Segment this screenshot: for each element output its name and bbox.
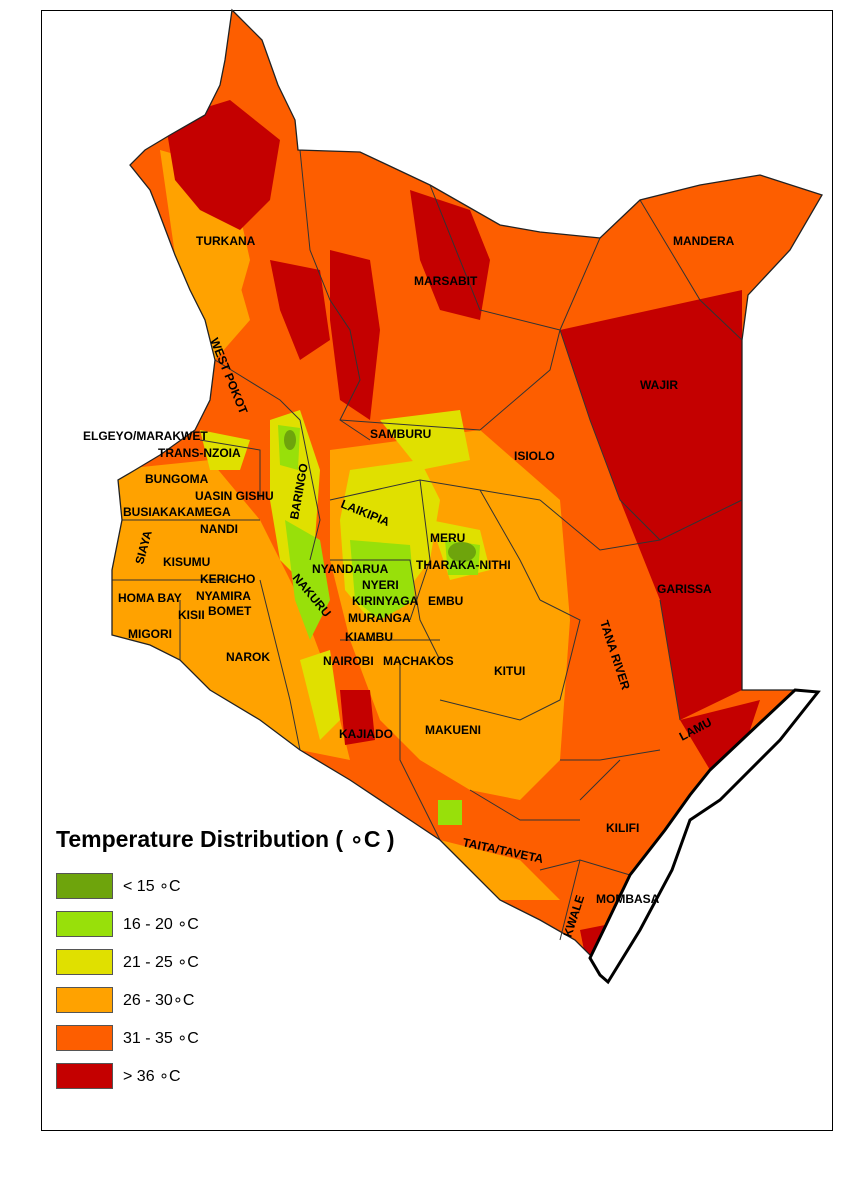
label-turkana: TURKANA — [196, 234, 256, 248]
label-nyamira: NYAMIRA — [196, 589, 251, 603]
label-machakos: MACHAKOS — [383, 654, 454, 668]
label-garissa: GARISSA — [657, 582, 712, 596]
zone-21-25-trans-nzoia — [200, 430, 250, 470]
legend-swatch — [56, 873, 113, 899]
legend-title: Temperature Distribution ( ∘C ) — [56, 826, 395, 852]
label-kirinyaga: KIRINYAGA — [352, 594, 419, 608]
legend-label: 21 - 25 ∘C — [123, 954, 199, 971]
label-kajiado: KAJIADO — [339, 727, 393, 741]
legend: Temperature Distribution ( ∘C ) < 15 ∘C … — [56, 826, 395, 1095]
zone-below-15-mt-kenya — [448, 542, 476, 562]
zone-21-25-nairobi — [300, 650, 340, 740]
label-kisii: KISII — [178, 608, 205, 622]
legend-item: 16 - 20 ∘C — [56, 905, 395, 943]
label-bomet: BOMET — [208, 604, 252, 618]
label-migori: MIGORI — [128, 627, 172, 641]
label-wajir: WAJIR — [640, 378, 678, 392]
label-kericho: KERICHO — [200, 572, 255, 586]
coast-boundary — [588, 688, 821, 985]
zone-above-36-kajiado — [340, 690, 375, 745]
legend-label: 31 - 35 ∘C — [123, 1030, 199, 1047]
label-muranga: MURANGA — [348, 611, 411, 625]
label-busia: BUSIA — [123, 505, 161, 519]
zone-16-20-nakuru — [285, 520, 330, 640]
zone-above-36-east — [560, 290, 742, 720]
label-mandera: MANDERA — [673, 234, 735, 248]
label-isiolo: ISIOLO — [514, 449, 555, 463]
legend-item: 31 - 35 ∘C — [56, 1019, 395, 1057]
label-mombasa: MOMBASA — [596, 892, 660, 906]
zone-26-30-taita — [440, 840, 560, 900]
label-embu: EMBU — [428, 594, 463, 608]
legend-item: 26 - 30∘C — [56, 981, 395, 1019]
county-boundaries — [112, 149, 743, 941]
label-meru: MERU — [430, 531, 465, 545]
zone-above-36-marsabit — [410, 190, 490, 320]
zone-26-30-west — [112, 460, 350, 760]
label-marsabit: MARSABIT — [414, 274, 478, 288]
zone-26-30-turkana-south — [190, 250, 250, 360]
label-kisumu: KISUMU — [163, 555, 210, 569]
legend-swatch — [56, 1025, 113, 1051]
legend-item: 21 - 25 ∘C — [56, 943, 395, 981]
zone-above-36-kerio — [270, 260, 330, 360]
label-trans-nzoia: TRANS-NZOIA — [158, 446, 241, 460]
legend-label: 26 - 30∘C — [123, 992, 195, 1009]
legend-item: > 36 ∘C — [56, 1057, 395, 1095]
label-nyeri: NYERI — [362, 578, 399, 592]
label-homa-bay: HOMA BAY — [118, 591, 182, 605]
zone-21-25-samburu — [380, 410, 470, 470]
label-nairobi: NAIROBI — [323, 654, 374, 668]
label-narok: NAROK — [226, 650, 270, 664]
label-nyandarua: NYANDARUA — [312, 562, 389, 576]
label-kitui: KITUI — [494, 664, 525, 678]
label-elgeyo-marakwet: ELGEYO/MARAKWET — [83, 429, 208, 443]
temperature-zones — [112, 100, 760, 960]
label-kakamega: KAKAMEGA — [160, 505, 231, 519]
label-nandi: NANDI — [200, 522, 238, 536]
label-makueni: MAKUENI — [425, 723, 481, 737]
zone-below-15-baringo — [284, 430, 296, 450]
label-tharaka-nithi: THARAKA-NITHI — [416, 558, 511, 572]
legend-swatch — [56, 1063, 113, 1089]
label-uasin-gishu: UASIN GISHU — [195, 489, 274, 503]
label-bungoma: BUNGOMA — [145, 472, 209, 486]
legend-label: 16 - 20 ∘C — [123, 916, 199, 933]
legend-label: < 15 ∘C — [123, 878, 181, 895]
label-samburu: SAMBURU — [370, 427, 431, 441]
legend-swatch — [56, 949, 113, 975]
zone-above-36-chalbi — [330, 250, 380, 420]
label-kilifi: KILIFI — [606, 821, 639, 835]
legend-label: > 36 ∘C — [123, 1068, 181, 1085]
legend-item: < 15 ∘C — [56, 867, 395, 905]
zone-16-20-taita — [438, 800, 462, 825]
legend-swatch — [56, 911, 113, 937]
zone-above-36-turkana — [165, 100, 280, 230]
legend-swatch — [56, 987, 113, 1013]
label-kiambu: KIAMBU — [345, 630, 393, 644]
